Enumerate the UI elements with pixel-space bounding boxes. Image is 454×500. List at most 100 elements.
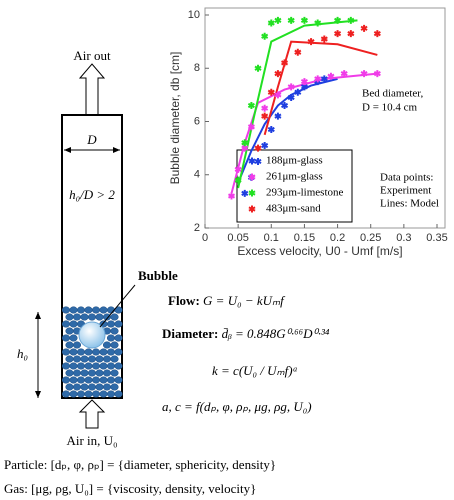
particle bbox=[95, 383, 104, 391]
model-line bbox=[263, 40, 378, 136]
particle bbox=[95, 313, 104, 321]
particle bbox=[110, 369, 119, 377]
particle bbox=[106, 376, 116, 384]
particle bbox=[114, 390, 123, 398]
data-point bbox=[307, 38, 315, 46]
data-point bbox=[314, 75, 322, 83]
particle bbox=[80, 369, 89, 377]
data-point bbox=[254, 64, 262, 72]
particle bbox=[61, 320, 71, 328]
particle bbox=[80, 355, 89, 363]
particle bbox=[72, 313, 82, 321]
x-tick-label: 0.05 bbox=[227, 232, 248, 244]
particle bbox=[99, 306, 108, 314]
legend-marker bbox=[248, 173, 256, 181]
particle bbox=[69, 390, 78, 398]
fluidized-bed-diagram: Air out Bubble D h₀/D > 2 h₀ Air in, U₀ … bbox=[4, 48, 330, 496]
y-axis-label: Bubble diameter, db [cm] bbox=[168, 52, 182, 185]
data-point bbox=[261, 32, 269, 40]
air-in-arrow bbox=[78, 399, 106, 429]
particle-definition: Particle: [dₚ, φ, ρₚ] = {diameter, spher… bbox=[4, 457, 276, 472]
particle bbox=[61, 348, 71, 356]
legend-label: 483μm-sand bbox=[266, 203, 321, 215]
plot-frame bbox=[204, 7, 446, 229]
data-point bbox=[287, 94, 295, 102]
particle bbox=[61, 306, 71, 314]
particle bbox=[106, 348, 116, 356]
air-out-arrow bbox=[78, 63, 106, 115]
data-point bbox=[234, 176, 242, 184]
x-tick-label: 0.1 bbox=[264, 232, 279, 244]
particle bbox=[91, 390, 101, 398]
particle bbox=[114, 348, 123, 356]
model-line bbox=[237, 19, 358, 189]
particle bbox=[72, 369, 82, 377]
flow-formula: G = U₀ − kUₘf bbox=[203, 293, 286, 308]
particle bbox=[87, 355, 97, 363]
data-point bbox=[274, 112, 282, 120]
particle bbox=[65, 341, 74, 349]
data-point bbox=[294, 88, 302, 96]
data-point bbox=[347, 30, 355, 38]
particle bbox=[65, 383, 74, 391]
particle bbox=[65, 355, 74, 363]
data-point bbox=[274, 16, 282, 24]
annotation: Bed diameter, bbox=[362, 88, 424, 100]
particle bbox=[91, 306, 101, 314]
particle bbox=[65, 369, 74, 377]
x-tick-label: 0.2 bbox=[330, 232, 345, 244]
data-point bbox=[281, 59, 289, 67]
data-point bbox=[373, 70, 381, 78]
particle bbox=[87, 369, 97, 377]
k-equation: k = c(U₀ / Uₘf)ᵃ bbox=[212, 363, 298, 378]
data-point bbox=[327, 72, 335, 80]
annotation: Experiment bbox=[380, 185, 431, 197]
particle bbox=[76, 376, 86, 384]
annotation: Lines: Model bbox=[380, 198, 439, 210]
particle bbox=[61, 390, 71, 398]
data-point bbox=[247, 123, 255, 131]
particle bbox=[61, 376, 71, 384]
data-point bbox=[334, 16, 342, 24]
data-point bbox=[360, 24, 368, 32]
ratio-label: h₀/D > 2 bbox=[69, 187, 115, 202]
data-point bbox=[267, 88, 275, 96]
particle bbox=[106, 362, 116, 370]
chart: Excess velocity, U0 - Umf [m/s] Bubble d… bbox=[168, 7, 448, 258]
data-point bbox=[274, 70, 282, 78]
particle bbox=[87, 313, 97, 321]
width-arrowheads bbox=[64, 147, 120, 153]
particle bbox=[84, 376, 93, 384]
bubble-label: Bubble bbox=[138, 268, 178, 283]
particle bbox=[110, 313, 119, 321]
data-point bbox=[287, 83, 295, 91]
flow-label: Flow: bbox=[168, 293, 200, 308]
particle bbox=[106, 334, 116, 342]
air-out-label: Air out bbox=[73, 48, 111, 63]
particle bbox=[110, 383, 119, 391]
flow-equation: Flow: G = U₀ − kUₘf bbox=[168, 293, 286, 308]
data-point bbox=[281, 102, 289, 110]
particle bbox=[69, 376, 78, 384]
data-point bbox=[261, 141, 269, 149]
x-tick-label: 0.15 bbox=[294, 232, 315, 244]
data-point bbox=[347, 16, 355, 24]
y-tick-label: 4 bbox=[194, 169, 200, 181]
particle bbox=[65, 313, 74, 321]
particle bbox=[69, 306, 78, 314]
particle bbox=[76, 362, 86, 370]
diameter-equation: Diameter: d̄ᵦ = 0.848G⁰·⁶⁶D⁰·³⁴ bbox=[162, 326, 330, 341]
particle bbox=[84, 306, 93, 314]
data-point bbox=[320, 75, 328, 83]
bubble bbox=[78, 321, 106, 349]
particle bbox=[65, 327, 74, 335]
particle bbox=[69, 320, 78, 328]
particle bbox=[80, 383, 89, 391]
legend-label: 188μm-glass bbox=[266, 155, 323, 167]
particle bbox=[76, 306, 86, 314]
data-point bbox=[254, 157, 262, 165]
particle bbox=[114, 362, 123, 370]
particle bbox=[61, 334, 71, 342]
legend-label: 293μm-limestone bbox=[266, 187, 344, 199]
particle bbox=[99, 362, 108, 370]
